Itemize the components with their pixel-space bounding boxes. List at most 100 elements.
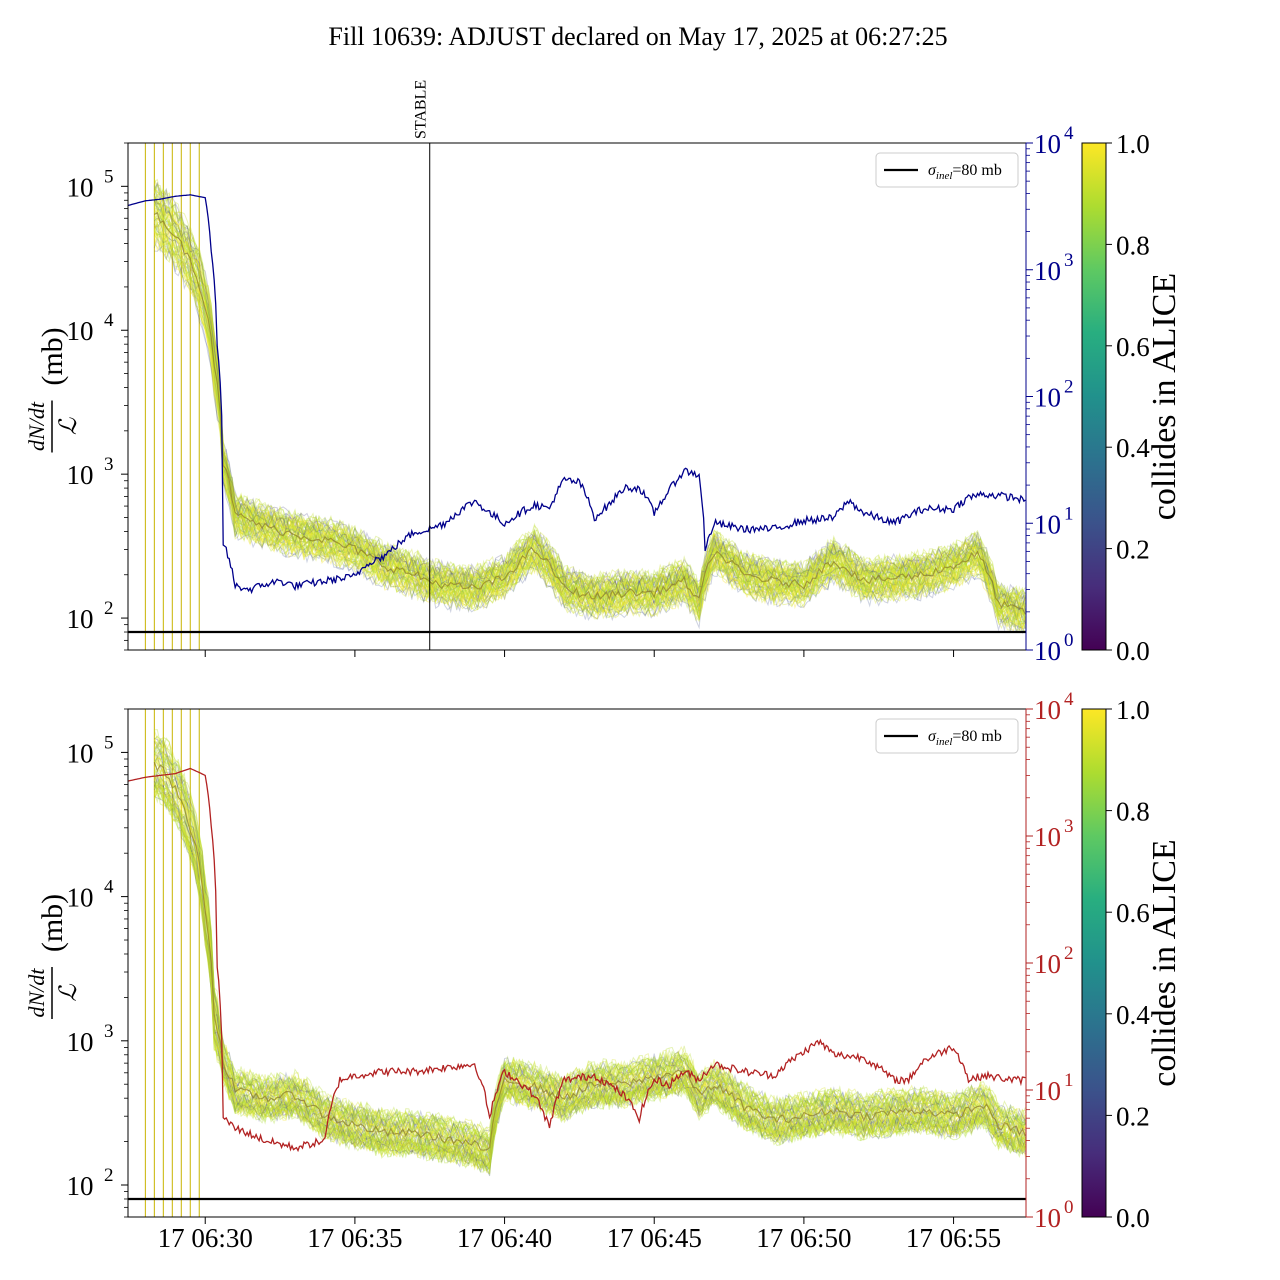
bunch-curve-65	[154, 216, 1026, 620]
bunch-curve-36	[153, 789, 1026, 1175]
right-tick-exp-2: 2	[1064, 377, 1074, 398]
plot-area	[128, 709, 1026, 1217]
bunch-curve-13	[154, 773, 1026, 1160]
bunch-curve-50	[153, 192, 1026, 606]
bunch-curve-38	[154, 201, 1026, 612]
bunch-curve-36	[153, 221, 1026, 625]
bunch-curve-43	[153, 769, 1026, 1158]
legend-box	[875, 718, 1019, 754]
band-median-line	[153, 761, 1026, 1151]
bunch-curve-51	[153, 179, 1026, 601]
y-tick-label-1: 10	[67, 1027, 94, 1057]
bunch-curve-40	[154, 201, 1026, 615]
right-tick-exp-1: 1	[1064, 503, 1074, 524]
bunch-curve-62	[153, 229, 1026, 630]
bunch-curve-69	[153, 782, 1026, 1174]
y-label-denominator: ℒ	[56, 984, 82, 1002]
legend-label: σinel=80 mb	[928, 162, 1002, 182]
right-tick-exp-2: 2	[1064, 943, 1074, 964]
bunch-curve-69	[153, 200, 1026, 612]
bunch-curve-53	[153, 221, 1026, 629]
bunch-curve-33	[153, 223, 1026, 631]
bunch-curve-24	[153, 748, 1026, 1147]
right-tick-exp-4: 4	[1064, 123, 1074, 144]
legend-box	[875, 152, 1019, 188]
bunch-curve-16	[153, 196, 1026, 607]
bunch-curve-23	[153, 218, 1026, 622]
bunch-curve-13	[153, 235, 1026, 632]
bunch-curve-67	[153, 229, 1026, 630]
y-tick-label-2: 10	[67, 316, 94, 346]
x-tick-label-3: 17 06:45	[607, 1223, 702, 1253]
y-tick-exp-2: 4	[104, 877, 114, 898]
bunch-curve-35	[153, 182, 1026, 599]
right-tick-label-4: 10	[1034, 695, 1061, 725]
bunch-curve-12	[153, 756, 1026, 1158]
bunch-curve-60	[154, 234, 1026, 629]
colorbar-tick-label-5: 1.0	[1116, 695, 1150, 725]
bunch-curve-7	[153, 223, 1026, 627]
y-tick-exp-2: 4	[104, 310, 114, 331]
bunch-curve-11	[153, 184, 1026, 600]
bunch-curve-55	[153, 185, 1026, 610]
right-tick-exp-1: 1	[1064, 1070, 1074, 1091]
bunch-curve-57	[154, 796, 1026, 1177]
right-tick-label-1: 10	[1034, 1076, 1061, 1106]
bunch-curve-2	[153, 206, 1026, 619]
bunch-curve-54	[153, 229, 1026, 631]
right-tick-exp-0: 0	[1064, 630, 1074, 651]
bunch-curve-66	[153, 204, 1026, 613]
colorbar-tick-label-3: 0.6	[1116, 332, 1150, 362]
colorbar	[1081, 708, 1107, 1218]
bunch-curve-64	[153, 788, 1026, 1172]
y-tick-exp-0: 2	[104, 1165, 114, 1186]
bunch-curve-14	[154, 780, 1026, 1167]
bunch-curve-8	[153, 786, 1026, 1172]
bunch-curve-40	[153, 758, 1026, 1157]
colorbar-tick-label-5: 1.0	[1116, 129, 1150, 159]
bunch-curve-29	[154, 209, 1026, 615]
bunch-curve-25	[153, 744, 1026, 1145]
bunch-curve-57	[153, 184, 1026, 604]
bunch-curve-67	[153, 737, 1026, 1144]
bunch-curve-34	[153, 778, 1026, 1164]
bunch-curve-68	[153, 217, 1026, 625]
bunch-curve-0	[153, 781, 1026, 1173]
bunch-curve-42	[153, 227, 1026, 625]
bunch-curve-14	[153, 181, 1026, 605]
bunch-curve-18	[154, 739, 1026, 1150]
bunch-curve-17	[153, 784, 1026, 1172]
bunch-curve-6	[153, 782, 1026, 1167]
bunch-curve-53	[153, 770, 1026, 1165]
bunch-curve-21	[153, 747, 1026, 1146]
bunch-curve-1	[153, 783, 1026, 1169]
right-tick-label-1: 10	[1034, 509, 1061, 539]
x-tick-label-2: 17 06:40	[457, 1223, 552, 1253]
bunch-curve-48	[153, 756, 1026, 1158]
bunch-curve-31	[153, 742, 1026, 1146]
bunch-curve-32	[154, 790, 1026, 1173]
right-tick-label-0: 10	[1034, 636, 1061, 666]
colorbar-tick-label-1: 0.2	[1116, 535, 1150, 565]
bunch-curve-22	[153, 784, 1026, 1169]
bunch-curve-28	[153, 784, 1026, 1170]
bunch-curve-22	[153, 237, 1026, 635]
colorbar-tick-label-0: 0.0	[1116, 1203, 1150, 1233]
bunch-curve-11	[153, 771, 1026, 1156]
bunch-curve-51	[153, 759, 1026, 1160]
y-tick-label-0: 10	[67, 604, 94, 634]
bunch-curve-39	[153, 739, 1026, 1148]
y-tick-label-0: 10	[67, 1171, 94, 1201]
bunch-curve-12	[153, 185, 1026, 605]
x-tick-label-1: 17 06:35	[307, 1223, 402, 1253]
right-tick-label-0: 10	[1034, 1203, 1061, 1233]
y-tick-label-1: 10	[67, 460, 94, 490]
colorbar-tick-label-4: 0.8	[1116, 230, 1150, 260]
bunch-curve-41	[153, 761, 1026, 1158]
bunch-curve-5	[153, 738, 1026, 1148]
right-tick-exp-4: 4	[1064, 689, 1074, 710]
bunch-curve-15	[153, 745, 1026, 1147]
right-tick-label-4: 10	[1034, 129, 1061, 159]
y-label-numerator: dN/dt	[24, 401, 49, 451]
bunch-curve-3	[153, 234, 1026, 631]
